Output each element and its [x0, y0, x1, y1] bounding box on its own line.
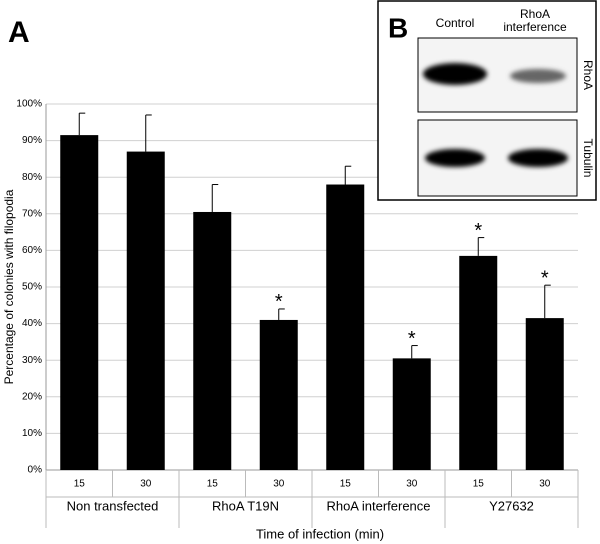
- x-tick-label: 15: [207, 479, 219, 490]
- x-tick-label: 30: [140, 479, 152, 490]
- y-tick-label: 80%: [22, 172, 42, 183]
- x-tick-label: 15: [74, 479, 86, 490]
- blot-row-label: Tubulin: [581, 139, 595, 178]
- blot-band: [423, 63, 487, 85]
- bar: [193, 211, 232, 470]
- y-tick-label: 60%: [22, 245, 42, 256]
- y-tick-label: 50%: [22, 282, 42, 293]
- bar: [326, 184, 365, 470]
- blot-row-label: RhoA: [581, 60, 595, 90]
- blot-band: [508, 149, 568, 167]
- y-tick-label: 30%: [22, 355, 42, 366]
- x-tick-label: 30: [539, 479, 551, 490]
- significance-marker: *: [275, 291, 283, 313]
- bar: [259, 319, 298, 470]
- y-tick-label: 0%: [28, 465, 43, 476]
- x-axis-title: Time of infection (min): [256, 526, 384, 541]
- bar: [392, 358, 431, 470]
- blot-band: [510, 69, 566, 83]
- y-tick-label: 90%: [22, 135, 42, 146]
- group-label: Y27632: [489, 498, 534, 513]
- bar: [459, 255, 498, 470]
- x-tick-label: 15: [473, 479, 485, 490]
- bar: [60, 135, 99, 471]
- bar: [525, 318, 564, 470]
- blot-band: [425, 149, 485, 167]
- group-label: RhoA T19N: [212, 498, 279, 513]
- group-label: RhoA interference: [326, 498, 430, 513]
- bar: [126, 151, 165, 470]
- y-tick-label: 10%: [22, 428, 42, 439]
- y-tick-label: 70%: [22, 208, 42, 219]
- inset-panel-label: B: [388, 12, 408, 43]
- panel-label: A: [8, 16, 30, 49]
- y-tick-label: 40%: [22, 318, 42, 329]
- y-axis-title: Percentage of colonies with filopodia: [2, 189, 16, 384]
- group-label: Non transfected: [67, 498, 159, 513]
- blot-lane-label: Control: [435, 16, 475, 30]
- x-tick-label: 30: [406, 479, 418, 490]
- significance-marker: *: [408, 328, 416, 350]
- significance-marker: *: [541, 267, 549, 289]
- y-tick-label: 20%: [22, 391, 42, 402]
- x-tick-label: 30: [273, 479, 285, 490]
- y-tick-label: 100%: [16, 99, 42, 110]
- blot-lane-label: RhoA interference: [503, 7, 567, 34]
- significance-marker: *: [474, 220, 482, 242]
- x-tick-label: 15: [340, 479, 352, 490]
